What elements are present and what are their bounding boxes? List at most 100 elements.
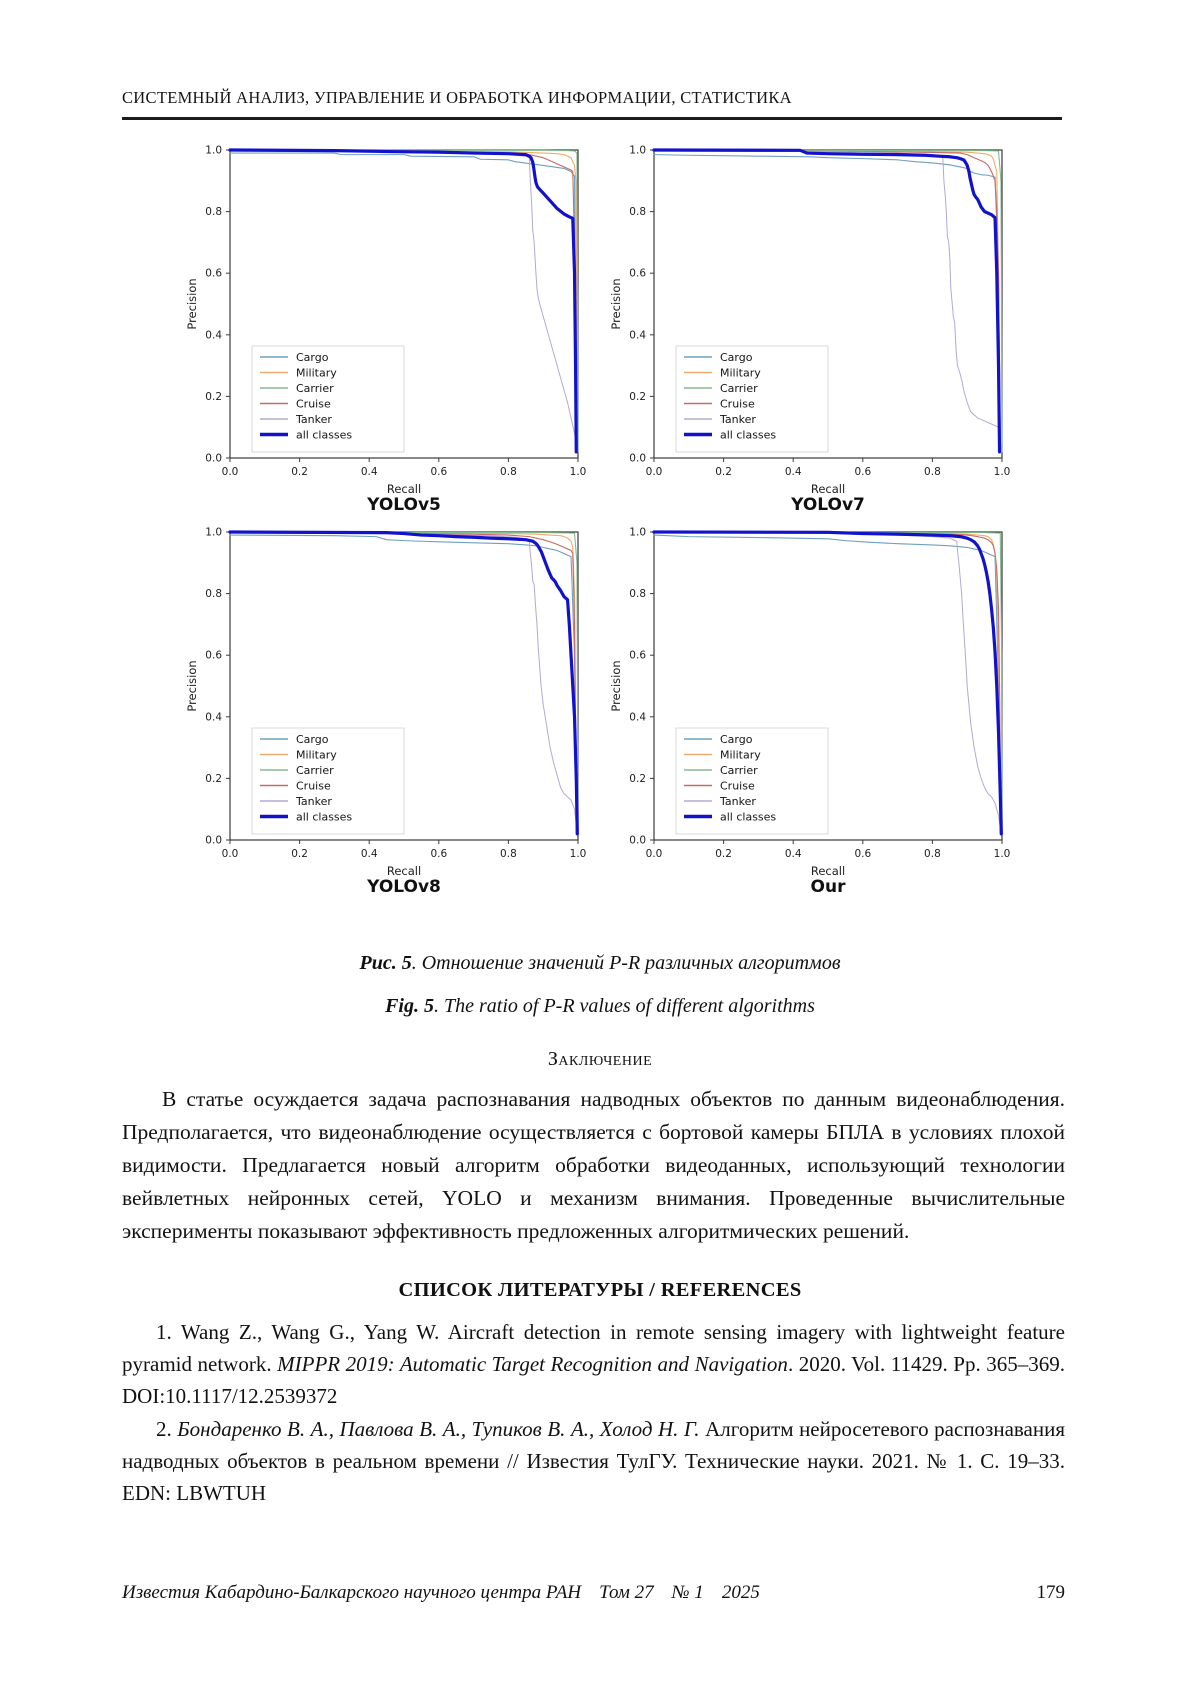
svg-text:0.0: 0.0: [205, 835, 222, 847]
svg-text:1.0: 1.0: [629, 527, 646, 539]
legend-label: Military: [720, 748, 761, 761]
pr-chart-our: 0.0 0.2 0.4 0.6 0.8 1.0 0.0 0.2 0.4 0.6 0.8 1.0 Reca…: [606, 522, 1018, 900]
figure-caption-ru-text: . Отношение значений P-R различных алгор…: [411, 952, 841, 974]
figure-caption-ru: Рис. 5. Отношение значений P-R различных…: [0, 952, 1200, 975]
x-axis-label: Recall: [387, 482, 421, 496]
running-head: СИСТЕМНЫЙ АНАЛИЗ, УПРАВЛЕНИЕ И ОБРАБОТКА…: [122, 88, 1062, 120]
svg-text:0.6: 0.6: [854, 848, 871, 860]
svg-text:0.6: 0.6: [854, 466, 871, 478]
series-cruise: [653, 150, 1001, 453]
svg-text:0.2: 0.2: [715, 848, 732, 860]
svg-text:1.0: 1.0: [994, 848, 1011, 860]
chart-title: Our: [811, 877, 847, 897]
legend-label: Carrier: [296, 382, 334, 395]
series-carrier: [229, 149, 579, 453]
svg-text:0.6: 0.6: [205, 650, 222, 662]
svg-text:0.6: 0.6: [629, 650, 646, 662]
legend-label: Cruise: [296, 779, 331, 792]
legend-label: Carrier: [720, 764, 758, 777]
svg-text:0.8: 0.8: [629, 206, 646, 218]
figure-caption-en-text: . The ratio of P-R values of different a…: [434, 995, 815, 1017]
legend-label: Cargo: [296, 733, 329, 746]
pr-chart-yolov5: 0.0 0.2 0.4 0.6 0.8 1.0 0.0 0.2 0.4 0.6 0.8 1.0 Reca…: [182, 140, 594, 518]
conclusion-paragraph: В статье осуждается задача распознавания…: [122, 1087, 1065, 1244]
svg-text:0.0: 0.0: [205, 453, 222, 465]
legend-label: Cruise: [296, 397, 331, 410]
references-heading: СПИСОК ЛИТЕРАТУРЫ / REFERENCES: [398, 1278, 802, 1301]
x-axis-label: Recall: [811, 864, 845, 878]
legend-label: all classes: [720, 428, 776, 441]
series-carrier: [653, 531, 1003, 835]
series-all-classes: [228, 148, 578, 454]
svg-text:1.0: 1.0: [205, 145, 222, 157]
series-cruise: [229, 532, 577, 835]
svg-text:0.4: 0.4: [205, 329, 222, 341]
references-list: 1. Wang Z., Wang G., Yang W. Aircraft de…: [122, 1316, 1065, 1510]
series-tanker: [653, 532, 1003, 835]
legend-label: Tanker: [719, 795, 756, 808]
footer-page-number: 179: [1036, 1582, 1066, 1603]
svg-text:0.4: 0.4: [205, 711, 222, 723]
svg-text:0.0: 0.0: [222, 466, 239, 478]
svg-text:1.0: 1.0: [570, 466, 587, 478]
pr-chart-yolov8: 0.0 0.2 0.4 0.6 0.8 1.0 0.0 0.2 0.4 0.6 0.8 1.0 Reca…: [182, 522, 594, 900]
svg-text:0.4: 0.4: [361, 466, 378, 478]
svg-text:0.0: 0.0: [629, 453, 646, 465]
svg-text:0.6: 0.6: [430, 466, 447, 478]
pr-plot-svg: 0.0 0.2 0.4 0.6 0.8 1.0 0.0 0.2 0.4 0.6 0.8 1.0 Reca…: [609, 527, 1011, 898]
legend-label: Cruise: [720, 779, 755, 792]
svg-text:0.8: 0.8: [924, 848, 941, 860]
legend-label: Cargo: [720, 351, 753, 364]
series-military: [653, 532, 1001, 835]
svg-text:0.2: 0.2: [205, 773, 222, 785]
pr-chart-yolov7: 0.0 0.2 0.4 0.6 0.8 1.0 0.0 0.2 0.4 0.6 0.8 1.0 Reca…: [606, 140, 1018, 518]
legend-label: Tanker: [719, 413, 756, 426]
svg-text:0.0: 0.0: [222, 848, 239, 860]
svg-text:1.0: 1.0: [629, 145, 646, 157]
series-all-classes: [652, 530, 1003, 836]
figure-caption-en-label: Fig. 5: [385, 995, 434, 1017]
footer-journal-title: Известия Кабардино-Балкарского научного …: [122, 1582, 582, 1603]
series-military: [229, 532, 577, 835]
svg-text:0.8: 0.8: [205, 588, 222, 600]
footer-year: 2025: [721, 1582, 760, 1603]
svg-text:0.6: 0.6: [205, 268, 222, 280]
running-head-text: СИСТЕМНЫЙ АНАЛИЗ, УПРАВЛЕНИЕ И ОБРАБОТКА…: [122, 88, 792, 107]
svg-text:0.2: 0.2: [629, 391, 646, 403]
svg-text:0.8: 0.8: [205, 206, 222, 218]
svg-text:0.8: 0.8: [924, 466, 941, 478]
svg-text:0.4: 0.4: [629, 329, 646, 341]
svg-text:0.6: 0.6: [430, 848, 447, 860]
series-cargo: [653, 154, 1001, 453]
svg-text:0.0: 0.0: [646, 466, 663, 478]
svg-text:0.8: 0.8: [500, 466, 517, 478]
legend-label: all classes: [720, 810, 776, 823]
svg-text:0.0: 0.0: [629, 835, 646, 847]
legend-label: all classes: [296, 810, 352, 823]
svg-text:0.4: 0.4: [785, 848, 802, 860]
pr-plot-svg: 0.0 0.2 0.4 0.6 0.8 1.0 0.0 0.2 0.4 0.6 0.8 1.0 Reca…: [185, 145, 587, 516]
chart-title: YOLOv8: [366, 877, 441, 897]
pr-plot-svg: 0.0 0.2 0.4 0.6 0.8 1.0 0.0 0.2 0.4 0.6 0.8 1.0 Reca…: [609, 145, 1010, 516]
chart-title: YOLOv5: [366, 495, 441, 515]
figure-pr-charts: 0.0 0.2 0.4 0.6 0.8 1.0 0.0 0.2 0.4 0.6 0.8 1.0 Reca…: [182, 140, 1018, 900]
y-axis-label: Precision: [609, 278, 623, 329]
footer-journal-line: Известия Кабардино-Балкарского научного …: [122, 1582, 778, 1604]
figure-caption-ru-label: Рис. 5: [359, 952, 412, 974]
chart-title: YOLOv7: [790, 495, 865, 515]
svg-text:0.2: 0.2: [291, 848, 308, 860]
svg-text:1.0: 1.0: [205, 527, 222, 539]
svg-text:0.4: 0.4: [361, 848, 378, 860]
series-carrier: [229, 531, 579, 835]
svg-text:0.2: 0.2: [715, 466, 732, 478]
legend-label: Military: [296, 366, 337, 379]
y-axis-label: Precision: [185, 278, 199, 329]
y-axis-label: Precision: [609, 660, 623, 711]
y-axis-label: Precision: [185, 660, 199, 711]
legend-label: all classes: [296, 428, 352, 441]
legend-label: Cargo: [720, 733, 753, 746]
svg-text:0.2: 0.2: [291, 466, 308, 478]
legend-label: Military: [296, 748, 337, 761]
svg-text:0.6: 0.6: [629, 268, 646, 280]
